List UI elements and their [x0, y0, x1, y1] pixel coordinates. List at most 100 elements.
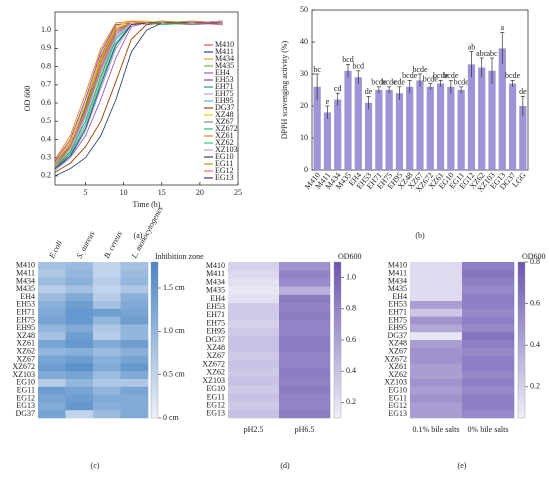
heatmap-cell: [120, 363, 149, 372]
y-tick-label: 0: [304, 165, 308, 174]
heatmap-cell: [410, 355, 463, 364]
heatmap-cell: [410, 293, 463, 302]
row-label: M411: [206, 269, 225, 278]
heatmap-cell: [120, 347, 149, 356]
colorbar-tick-label: 1.5 cm: [163, 283, 186, 292]
legend-label: EH71: [215, 82, 234, 91]
bar: [354, 77, 362, 170]
growth-curve: [54, 20, 223, 173]
bar: [457, 90, 465, 170]
row-label: XZ67: [16, 354, 35, 363]
y-tick-label: 1.0: [41, 25, 51, 34]
row-label: XZ103: [202, 376, 225, 385]
y-tick-label: 0.3: [41, 153, 51, 162]
heatmap-cell: [279, 294, 331, 304]
heatmap-cell: [462, 379, 515, 388]
heatmap-cell: [462, 324, 515, 333]
growth-curve: [54, 22, 223, 168]
heatmap-cell: [65, 410, 94, 419]
row-label: XZ672: [384, 354, 407, 363]
heatmap-cell: [410, 269, 463, 278]
panel-label: (c): [91, 461, 100, 470]
row-label: M435: [388, 284, 407, 293]
bar: [406, 86, 414, 170]
panel-label: (a): [134, 231, 143, 240]
row-label: XZ62: [388, 370, 407, 379]
significance-letter: cd: [334, 84, 342, 93]
heatmap-cell: [410, 277, 463, 286]
heatmap-cell: [279, 335, 331, 345]
heatmap-cell: [462, 386, 515, 395]
heatmap-cell: [93, 308, 121, 317]
heatmap-cell: [462, 340, 515, 349]
heatmap-cell: [279, 385, 331, 394]
row-label: XZ61: [388, 362, 407, 371]
heatmap-cell: [228, 327, 280, 337]
heatmap-cell: [65, 394, 94, 403]
heatmap-cell: [65, 355, 94, 364]
column-label: 0% bile salts: [468, 425, 509, 434]
significance-letter: de: [365, 87, 373, 96]
heatmap-cell: [93, 347, 121, 356]
heatmap-cell: [228, 352, 280, 361]
y-axis-label: OD 600: [23, 86, 32, 112]
heatmap-cell: [462, 394, 515, 403]
heatmap-cell: [120, 379, 149, 388]
row-label: EH53: [206, 302, 225, 311]
significance-letter: cde: [394, 78, 406, 87]
bar: [498, 48, 506, 170]
heatmap-cell: [462, 269, 515, 278]
bar: [334, 99, 342, 170]
colorbar-tick-label: 0.4: [346, 366, 356, 375]
heatmap-cell: [93, 371, 121, 380]
heatmap-cell: [65, 316, 94, 325]
heatmap-cell: [462, 293, 515, 302]
row-label: EG13: [206, 409, 225, 418]
heatmap-cell: [410, 394, 463, 403]
legend-label: M434: [215, 54, 234, 63]
significance-letter: a: [501, 23, 505, 32]
heatmap-cell: [410, 316, 463, 325]
growth-curve: [54, 20, 223, 164]
x-tick-label: 5: [84, 188, 88, 197]
growth-curve: [54, 22, 223, 169]
colorbar-tick-label: 0.4: [530, 340, 540, 349]
heatmap-cell: [410, 386, 463, 395]
legend-label: EG10: [215, 152, 234, 161]
heatmap-cell: [279, 286, 331, 296]
legend-label: EH95: [215, 96, 234, 105]
y-tick-label: 0.7: [41, 80, 51, 89]
row-label: EH4: [20, 292, 35, 301]
heatmap-cell: [228, 311, 280, 320]
legend-label: M435: [215, 61, 234, 70]
heatmap-cell: [65, 379, 94, 388]
legend-label: EH4: [215, 68, 230, 77]
bar: [436, 83, 445, 170]
heatmap-cell: [120, 269, 149, 278]
row-label: XZ48: [206, 343, 225, 352]
row-label: XZ48: [388, 339, 407, 348]
heatmap-cell: [410, 410, 463, 419]
heatmap-cell: [65, 293, 94, 302]
heatmap-cell: [462, 308, 515, 317]
row-label: EG10: [206, 384, 225, 393]
heatmap-cell: [228, 409, 280, 419]
panel-label: (d): [280, 461, 290, 470]
legend-label: EG13: [215, 173, 234, 182]
row-label: XZ62: [16, 347, 35, 356]
colorbar-tick-label: 0.8: [530, 257, 540, 266]
row-label: EH4: [392, 292, 407, 301]
x-axis-label: Time (h): [133, 200, 161, 209]
significance-letter: bcde: [433, 71, 449, 80]
heatmap-cell: [93, 386, 121, 395]
bar: [447, 86, 455, 170]
row-label: EG12: [16, 393, 35, 402]
row-label: EH71: [206, 310, 225, 319]
heatmap-cell: [462, 301, 515, 310]
heatmap-cell: [65, 269, 94, 278]
heatmap-cell: [65, 340, 94, 349]
row-label: EH95: [16, 323, 35, 332]
legend-label: XZ67: [215, 117, 234, 126]
bar: [375, 90, 383, 170]
